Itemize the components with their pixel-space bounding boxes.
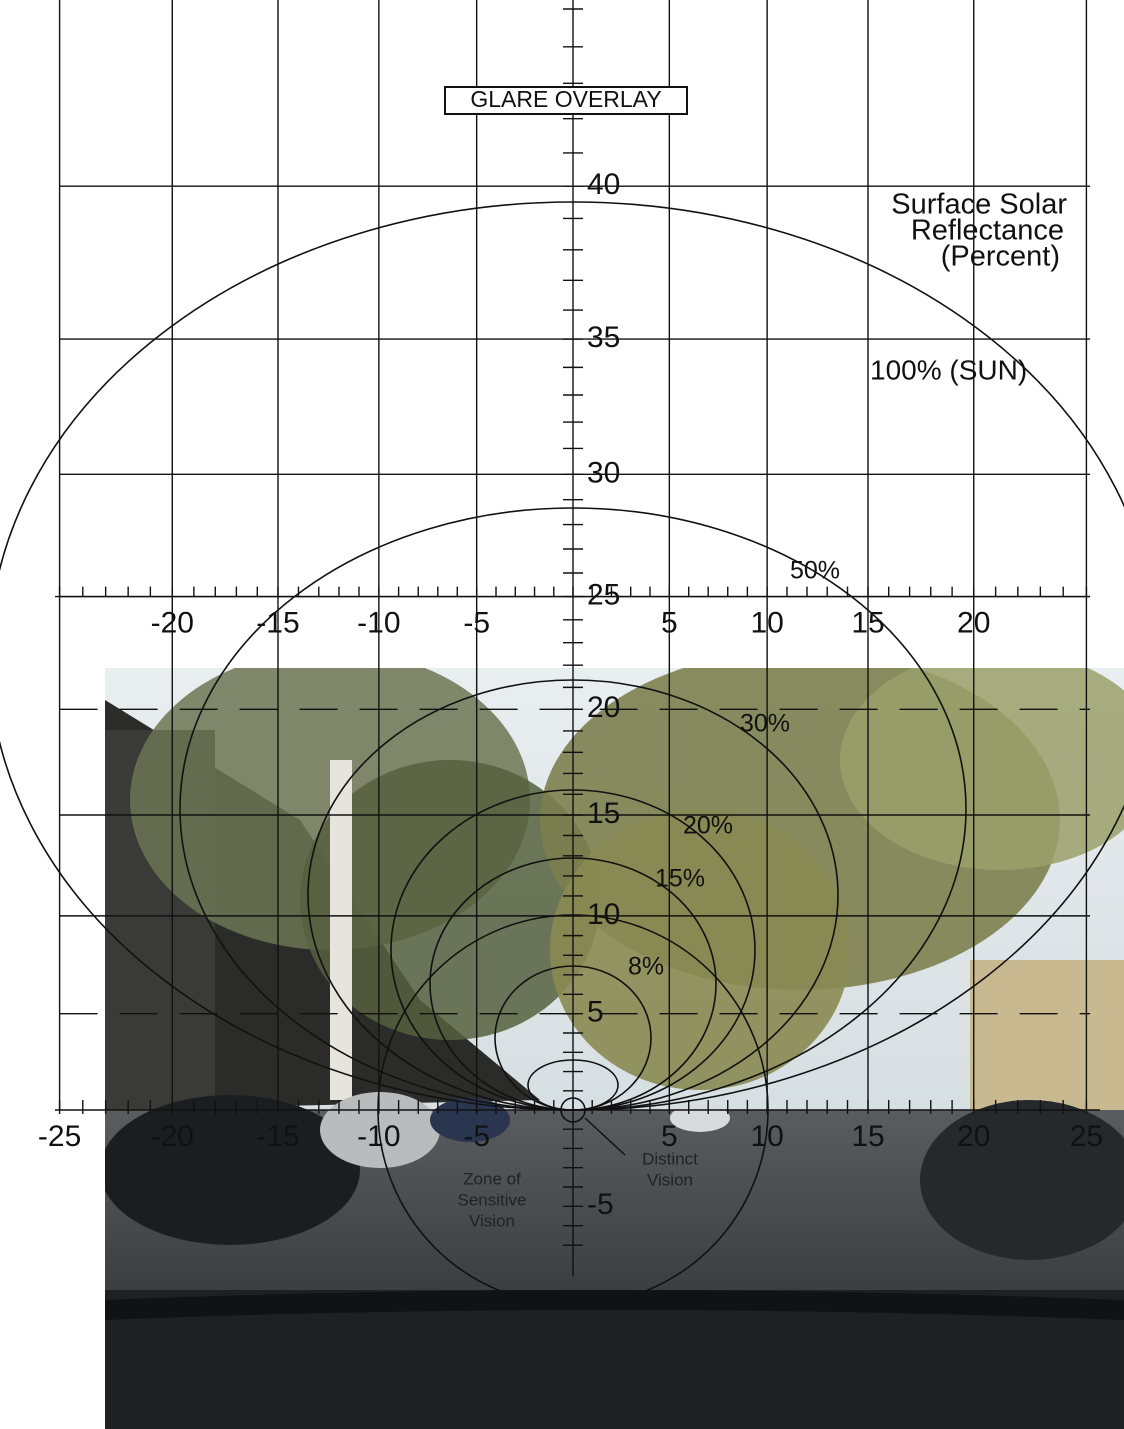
labels: -20 -15 -10 -5 5 10 15 20 -25 -20 -15 -10 -5 5 10 15 20 2… [38,168,1103,1230]
lower-tick-label: -25 [38,1120,81,1153]
zone-label: Vision [647,1170,693,1189]
contour-5 [527,1059,619,1111]
legend-line: (Percent) [941,241,1060,273]
zone-label: Distinct [642,1149,698,1168]
upper-tick-label: -20 [151,607,194,640]
contour-label: 50% [790,557,840,585]
zone-distinct-circle [560,1097,586,1123]
lower-tick-label: -10 [357,1120,400,1153]
lower-tick-label: 10 [750,1120,783,1153]
vertical-tick-label: 15 [587,797,620,830]
lower-tick-label: 25 [1070,1120,1103,1153]
title-box [444,86,688,115]
upper-tick-label: -15 [256,607,299,640]
lower-tick-label: -5 [463,1120,490,1153]
contour-label: 8% [628,953,664,981]
lower-tick-label: 20 [957,1120,990,1153]
distinct-pointer [584,1117,626,1156]
upper-tick-label: 5 [661,607,678,640]
vertical-tick-label: 40 [587,168,620,201]
vertical-tick-label: 30 [587,456,620,489]
contour-label: 30% [740,710,790,738]
street-photo [105,668,1124,1429]
zone-sensitive-circle [377,914,769,1306]
zone-label: Vision [469,1211,515,1230]
vertical-tick-label: 5 [587,996,604,1029]
upper-tick-label: 15 [851,607,884,640]
zone-label: Sensitive [458,1190,527,1209]
lower-tick-label: 5 [661,1120,678,1153]
upper-tick-label: 20 [957,607,990,640]
legend-line: Surface Solar [891,189,1067,221]
upper-tick-label: -10 [357,607,400,640]
vertical-tick-label: 35 [587,321,620,354]
contour-label: 100% (SUN) [870,354,1027,385]
lower-tick-label: -15 [256,1120,299,1153]
legend-line: Reflectance [911,215,1064,247]
title: GLARE OVERLAY [470,86,661,112]
lower-tick-label: -20 [151,1120,194,1153]
vertical-tick-label: 10 [587,898,620,931]
contours [0,201,1124,1306]
vertical-tick-label: 20 [587,691,620,724]
lower-tick-label: 15 [851,1120,884,1153]
zone-label: Zone of [463,1169,521,1188]
vertical-tick-label: 25 [587,579,620,612]
grid [55,0,1100,1277]
upper-tick-label: -5 [463,607,490,640]
upper-tick-label: 10 [750,607,783,640]
contour-label: 20% [683,812,733,840]
contour-label: 15% [655,865,705,893]
vertical-tick-label: -5 [587,1188,614,1221]
